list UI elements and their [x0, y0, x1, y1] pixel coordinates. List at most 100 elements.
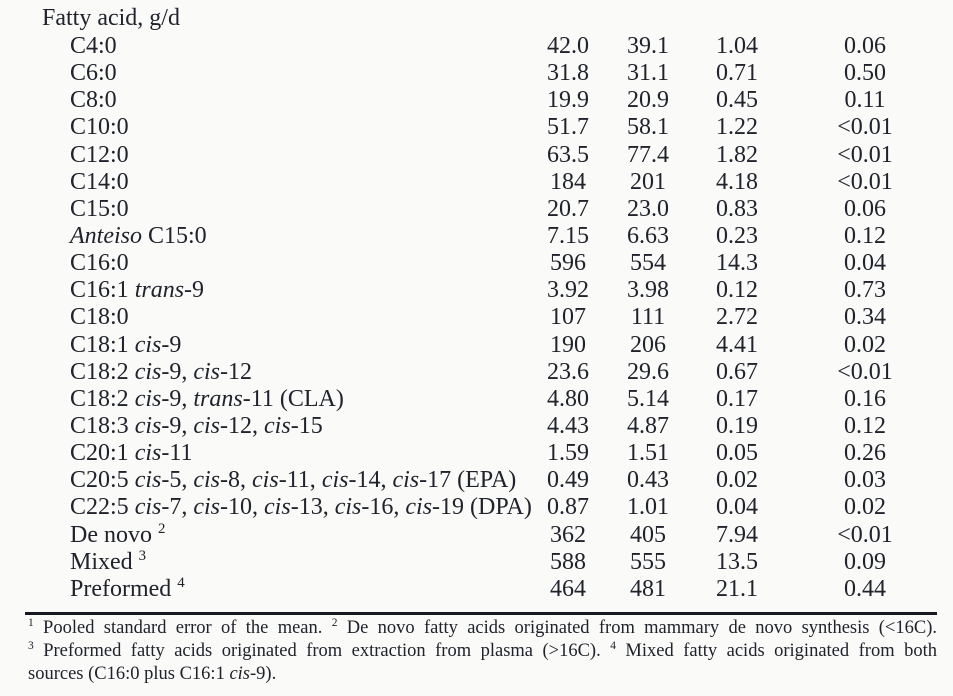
value-cell-col3: 0.12 — [716, 277, 758, 304]
value-cell-col4: 0.12 — [844, 412, 886, 439]
table-section-header: Fatty acid, g/d — [42, 5, 180, 31]
value-cell-col4: <0.01 — [837, 521, 893, 548]
value-cell-col3: 2.72 — [716, 304, 758, 331]
table-row: C20:1 cis-11 1.59 1.51 0.05 0.26 — [0, 440, 953, 467]
value-cell-col2: 1.51 — [627, 440, 669, 467]
value-cell-col1: 588 — [550, 548, 586, 575]
value-cell-col1: 184 — [550, 168, 586, 195]
value-cell-col1: 51.7 — [547, 114, 589, 141]
table-row: C8:0 19.9 20.9 0.45 0.11 — [0, 87, 953, 114]
fatty-acid-label: C20:1 cis-11 — [70, 440, 193, 467]
value-cell-col2: 555 — [630, 548, 666, 575]
value-cell-col2: 58.1 — [627, 114, 669, 141]
value-cell-col2: 4.87 — [627, 412, 669, 439]
value-cell-col2: 201 — [630, 168, 666, 195]
value-cell-col1: 4.80 — [547, 385, 589, 412]
value-cell-col2: 206 — [630, 331, 666, 358]
value-cell-col1: 0.87 — [547, 494, 589, 521]
fatty-acid-label: C18:1 cis-9 — [70, 331, 182, 358]
table-row: C4:0 42.0 39.1 1.04 0.06 — [0, 33, 953, 60]
table-row: Preformed 4 464 481 21.1 0.44 — [0, 575, 953, 603]
value-cell-col1: 7.15 — [547, 222, 589, 249]
fatty-acid-label: Mixed 3 — [70, 547, 147, 575]
value-cell-col3: 0.19 — [716, 412, 758, 439]
value-cell-col4: 0.06 — [844, 195, 886, 222]
table-row: C10:0 51.7 58.1 1.22 <0.01 — [0, 114, 953, 141]
value-cell-col4: <0.01 — [837, 358, 893, 385]
value-cell-col1: 23.6 — [547, 358, 589, 385]
value-cell-col3: 0.71 — [716, 60, 758, 87]
value-cell-col4: 0.06 — [844, 33, 886, 59]
value-cell-col4: 0.02 — [844, 331, 886, 358]
value-cell-col1: 4.43 — [547, 412, 589, 439]
value-cell-col3: 1.82 — [716, 141, 758, 168]
value-cell-col1: 362 — [550, 521, 586, 548]
value-cell-col4: 0.16 — [844, 385, 886, 412]
table-row: C6:0 31.8 31.1 0.71 0.50 — [0, 60, 953, 87]
value-cell-col1: 596 — [550, 250, 586, 277]
value-cell-col3: 0.23 — [716, 222, 758, 249]
footnotes: 1 Pooled standard error of the mean. 2 D… — [28, 617, 937, 686]
table-row: C18:0 107 111 2.72 0.34 — [0, 304, 953, 331]
value-cell-col4: 0.26 — [844, 440, 886, 467]
table-row: C18:3 cis-9, cis-12, cis-15 4.43 4.87 0.19 0… — [0, 413, 953, 440]
value-cell-col2: 20.9 — [627, 87, 669, 114]
value-cell-col3: 4.41 — [716, 331, 758, 358]
value-cell-col3: 0.05 — [716, 440, 758, 467]
footnote-line: sources (C16:0 plus C16:1 cis-9). — [28, 664, 277, 684]
table-row: C18:2 cis-9, cis-12 23.6 29.6 0.67 <0.01 — [0, 359, 953, 386]
value-cell-col3: 4.18 — [716, 168, 758, 195]
value-cell-col1: 20.7 — [547, 195, 589, 222]
value-cell-col4: 0.34 — [844, 304, 886, 331]
value-cell-col3: 1.22 — [716, 114, 758, 141]
fatty-acid-label: C18:0 — [70, 304, 129, 331]
value-cell-col3: 0.83 — [716, 195, 758, 222]
value-cell-col4: 0.03 — [844, 467, 886, 494]
value-cell-col4: 0.04 — [844, 250, 886, 277]
value-cell-col4: <0.01 — [837, 114, 893, 141]
value-cell-col2: 0.43 — [627, 467, 669, 494]
value-cell-col2: 3.98 — [627, 277, 669, 304]
value-cell-col1: 31.8 — [547, 60, 589, 87]
value-cell-col2: 111 — [630, 304, 666, 331]
value-cell-col4: 0.02 — [844, 494, 886, 521]
value-cell-col2: 29.6 — [627, 358, 669, 385]
value-cell-col2: 1.01 — [627, 494, 669, 521]
table-row: C16:1 trans-9 3.92 3.98 0.12 0.73 — [0, 277, 953, 304]
table-body: C4:0 42.0 39.1 1.04 0.06 C6:0 31.8 31.1 0.71 0.50… — [0, 33, 953, 603]
fatty-acid-label: C18:2 cis-9, trans-11 (CLA) — [70, 385, 344, 412]
fatty-acid-label: C10:0 — [70, 114, 129, 141]
table-bottom-rule — [25, 612, 937, 615]
fatty-acid-label: De novo 2 — [70, 520, 166, 548]
fatty-acid-label: C15:0 — [70, 195, 129, 222]
value-cell-col4: 0.09 — [844, 548, 886, 575]
value-cell-col4: <0.01 — [837, 168, 893, 195]
table-row: De novo 2 362 405 7.94 <0.01 — [0, 520, 953, 549]
fatty-acid-label: C16:0 — [70, 250, 129, 277]
value-cell-col1: 107 — [550, 304, 586, 331]
value-cell-col3: 1.04 — [716, 33, 758, 59]
table-row: C18:2 cis-9, trans-11 (CLA) 4.80 5.14 0.17 0… — [0, 386, 953, 413]
fatty-acid-label: C20:5 cis-5, cis-8, cis-11, cis-14, cis-… — [70, 467, 517, 494]
value-cell-col2: 481 — [630, 575, 666, 602]
table-row: Anteiso C15:0 7.15 6.63 0.23 0.12 — [0, 223, 953, 250]
value-cell-col2: 5.14 — [627, 385, 669, 412]
table-row: C18:1 cis-9 190 206 4.41 0.02 — [0, 332, 953, 359]
table-row: C14:0 184 201 4.18 <0.01 — [0, 169, 953, 196]
footnote-line: 1 Pooled standard error of the mean. 2 D… — [28, 616, 937, 638]
value-cell-col1: 1.59 — [547, 440, 589, 467]
fatty-acid-label: C18:2 cis-9, cis-12 — [70, 358, 253, 385]
value-cell-col3: 0.04 — [716, 494, 758, 521]
footnote-line: 3 Preformed fatty acids originated from … — [28, 639, 937, 661]
value-cell-col2: 31.1 — [627, 60, 669, 87]
value-cell-col4: <0.01 — [837, 141, 893, 168]
fatty-acid-label: C14:0 — [70, 168, 129, 195]
value-cell-col2: 405 — [630, 521, 666, 548]
value-cell-col4: 0.44 — [844, 575, 886, 602]
table-row: Mixed 3 588 555 13.5 0.09 — [0, 547, 953, 576]
value-cell-col3: 0.45 — [716, 87, 758, 114]
value-cell-col2: 6.63 — [627, 222, 669, 249]
value-cell-col4: 0.73 — [844, 277, 886, 304]
value-cell-col4: 0.11 — [844, 87, 886, 114]
